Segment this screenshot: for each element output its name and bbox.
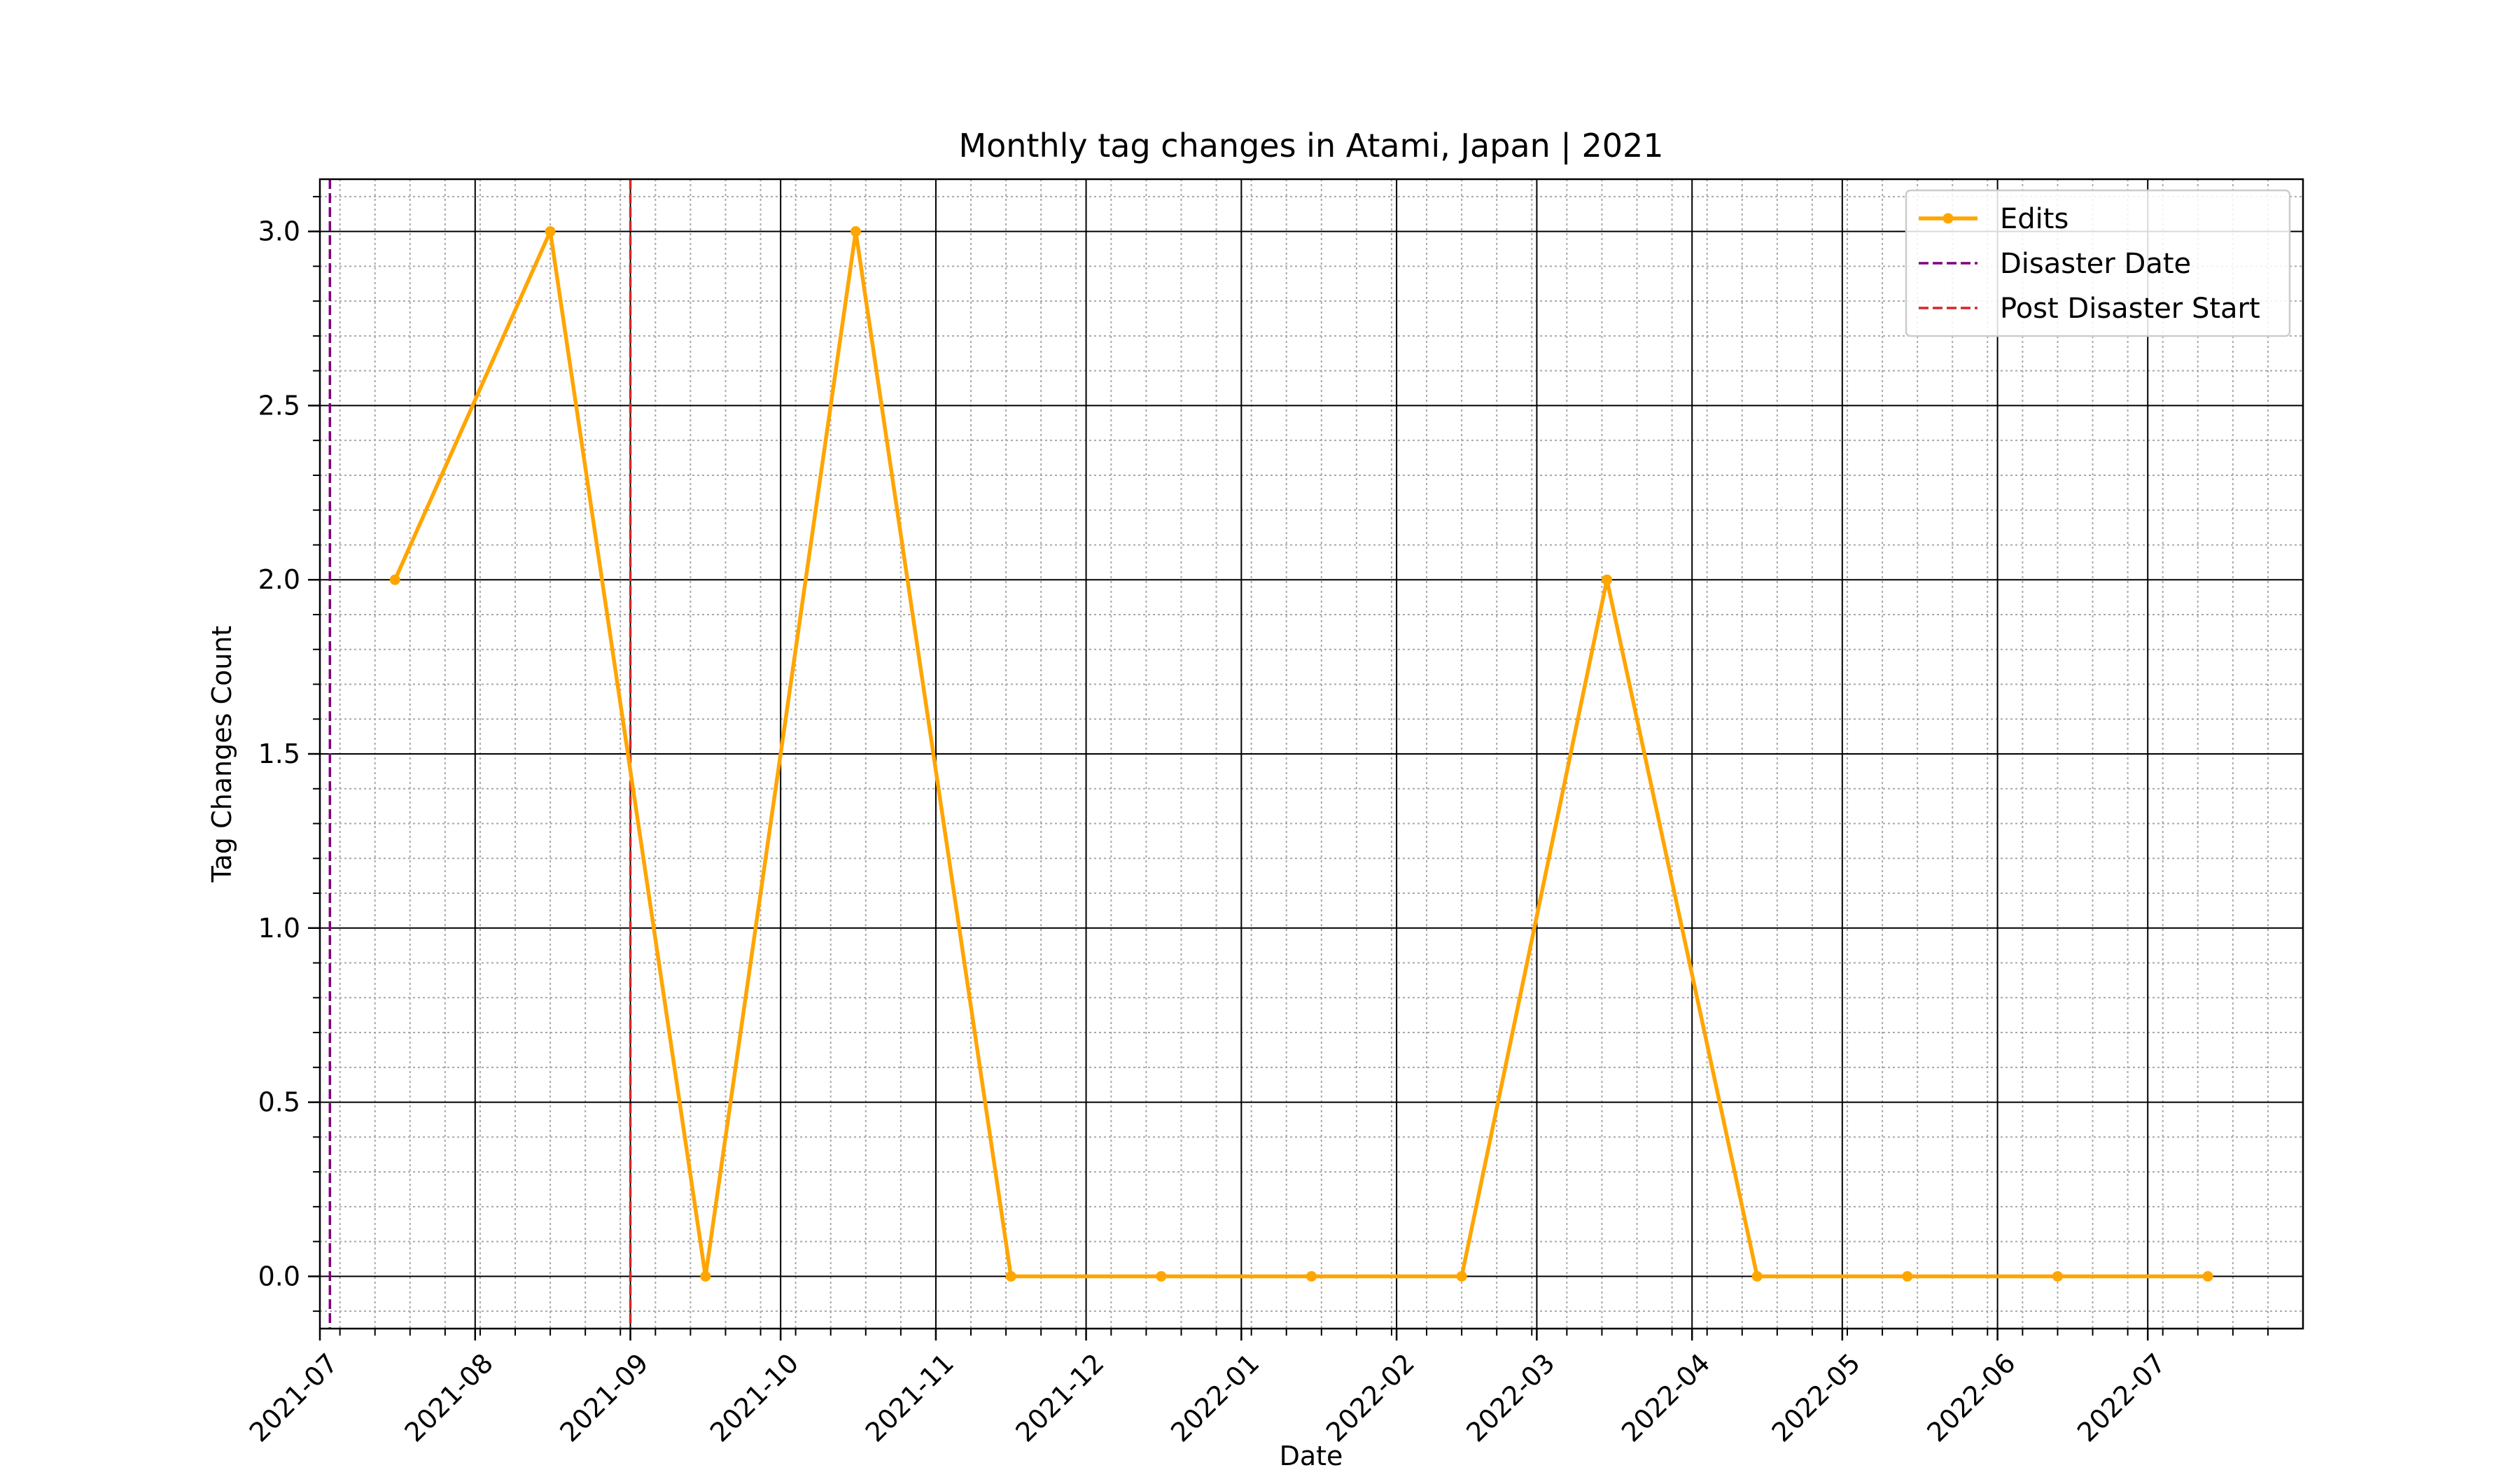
data-point <box>1751 1270 1763 1282</box>
data-point <box>2052 1270 2063 1282</box>
data-point <box>700 1270 711 1282</box>
y-tick-label: 1.0 <box>258 913 300 944</box>
plot-area: 2021-07 2021-08 2021-09 2021-10 2021-11 2021-… <box>244 178 2304 1448</box>
y-tick-label: 2.0 <box>258 564 300 595</box>
x-axis-label: Date <box>1280 1441 1343 1470</box>
legend: Edits Disaster Date Post Disaster Start <box>1905 189 2291 337</box>
data-point <box>1005 1270 1016 1282</box>
data-point <box>1602 574 1613 585</box>
data-point <box>2202 1270 2213 1282</box>
axes-frame <box>318 178 2304 1330</box>
data-point <box>850 226 861 237</box>
chart-title: Monthly tag changes in Atami, Japan | 20… <box>958 127 1663 165</box>
y-tick-label: 2.5 <box>258 390 300 421</box>
data-point <box>1902 1270 1913 1282</box>
y-tick-label: 1.5 <box>258 738 300 769</box>
data-point <box>1456 1270 1467 1282</box>
y-axis-label: Tag Changes Count <box>206 626 237 883</box>
data-point <box>545 226 556 237</box>
data-point <box>1306 1270 1317 1282</box>
y-tick-label: 0.0 <box>258 1261 300 1292</box>
legend-label-edits: Edits <box>2000 203 2068 235</box>
y-tick-label: 3.0 <box>258 216 300 247</box>
legend-label-disaster-date: Disaster Date <box>2000 248 2191 280</box>
legend-box <box>1905 189 2291 337</box>
data-point <box>389 574 400 585</box>
legend-marker-edits <box>1942 213 1954 224</box>
legend-label-post-disaster-start: Post Disaster Start <box>2000 293 2260 325</box>
data-point <box>1156 1270 1167 1282</box>
y-tick-label: 0.5 <box>258 1087 300 1118</box>
